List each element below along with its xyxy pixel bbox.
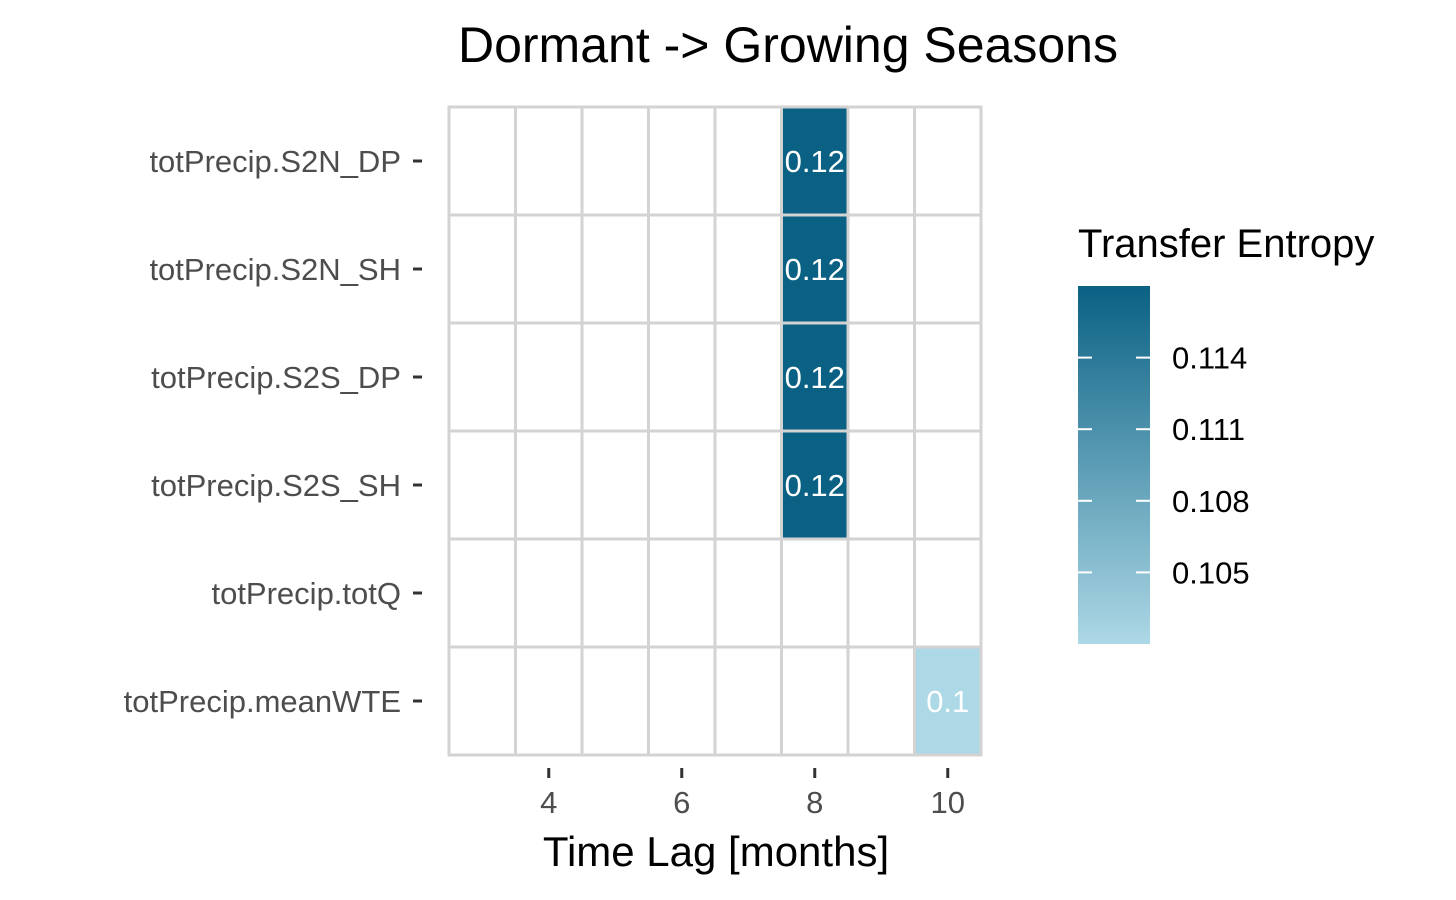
heatmap-cell [447, 429, 517, 541]
legend-tick-label: 0.108 [1172, 484, 1250, 519]
cell-value-label: 0.12 [785, 468, 845, 503]
heatmap-cell [514, 645, 584, 757]
heatmap-cell [713, 537, 783, 649]
heatmap-cell [647, 429, 717, 541]
y-tick-label: totPrecip.S2N_SH [149, 252, 401, 287]
legend-tick-label: 0.105 [1172, 555, 1250, 590]
heatmap-cell [647, 213, 717, 325]
heatmap-cell [447, 105, 517, 217]
y-axis: totPrecip.S2N_DP totPrecip.S2N_SH totPreci… [124, 144, 422, 719]
cell-value-label: 0.12 [785, 144, 845, 179]
heatmap-cell [514, 429, 584, 541]
x-tick-label: 8 [806, 785, 823, 820]
heatmap-cell [647, 645, 717, 757]
x-tick-label: 6 [673, 785, 690, 820]
heatmap-cell [780, 537, 850, 649]
legend-tick-label: 0.111 [1172, 412, 1245, 447]
cell-value-label: 0.12 [785, 252, 845, 287]
x-tick-label: 10 [931, 785, 965, 820]
heatmap-cell [580, 213, 650, 325]
heatmap-cell [913, 429, 983, 541]
y-tick-label: totPrecip.S2S_DP [151, 360, 401, 395]
legend: Transfer Entropy 0.105 0.108 0.111 0.114 [1078, 222, 1374, 644]
heatmap-cell [846, 429, 916, 541]
y-tick-label: totPrecip.totQ [211, 576, 401, 611]
x-axis-title: Time Lag [months] [543, 828, 889, 875]
heatmap-cell [514, 105, 584, 217]
x-tick-label: 4 [540, 785, 557, 820]
heatmap-cell [647, 321, 717, 433]
legend-tick-label: 0.114 [1172, 341, 1247, 376]
heatmap-cell [713, 321, 783, 433]
heatmap-cell [447, 537, 517, 649]
heatmap-cell [514, 321, 584, 433]
heatmap-cell [580, 645, 650, 757]
y-tick-label: totPrecip.S2S_SH [151, 468, 401, 503]
legend-title: Transfer Entropy [1078, 222, 1374, 266]
heatmap-cell [580, 429, 650, 541]
heatmap-cell [713, 105, 783, 217]
heatmap-cell [713, 429, 783, 541]
heatmap-cell-filled [780, 105, 850, 217]
heatmap-cell [647, 105, 717, 217]
heatmap-cell [713, 213, 783, 325]
heatmap-cell [514, 537, 584, 649]
chart-title: Dormant -> Growing Seasons [458, 17, 1118, 73]
heatmap-cell [846, 105, 916, 217]
heatmap-cell [514, 213, 584, 325]
heatmap-cell [913, 321, 983, 433]
heatmap-cell [447, 213, 517, 325]
heatmap-cell [580, 321, 650, 433]
heatmap-cell [913, 105, 983, 217]
heatmap-cell [846, 321, 916, 433]
heatmap-cell [913, 213, 983, 325]
x-axis: 4 6 8 10 [540, 768, 965, 820]
heatmap-cell [447, 645, 517, 757]
heatmap-cell [447, 321, 517, 433]
heatmap-cell [780, 645, 850, 757]
heatmap-cell [846, 537, 916, 649]
legend-colorbar [1078, 286, 1150, 644]
cell-value-label: 0.12 [785, 360, 845, 395]
heatmap-cell [713, 645, 783, 757]
heatmap-cell [913, 537, 983, 649]
heatmap-cell [846, 213, 916, 325]
y-tick-label: totPrecip.S2N_DP [149, 144, 401, 179]
y-tick-label: totPrecip.meanWTE [124, 684, 401, 719]
heatmap-cell [580, 105, 650, 217]
cell-value-label: 0.1 [926, 684, 969, 719]
heatmap-cell [647, 537, 717, 649]
heatmap-grid: 0.12 0.12 0.12 0.12 0.1 [447, 105, 983, 757]
heatmap-cell-filled [913, 645, 983, 757]
heatmap-cell [846, 645, 916, 757]
heatmap-cell [580, 537, 650, 649]
